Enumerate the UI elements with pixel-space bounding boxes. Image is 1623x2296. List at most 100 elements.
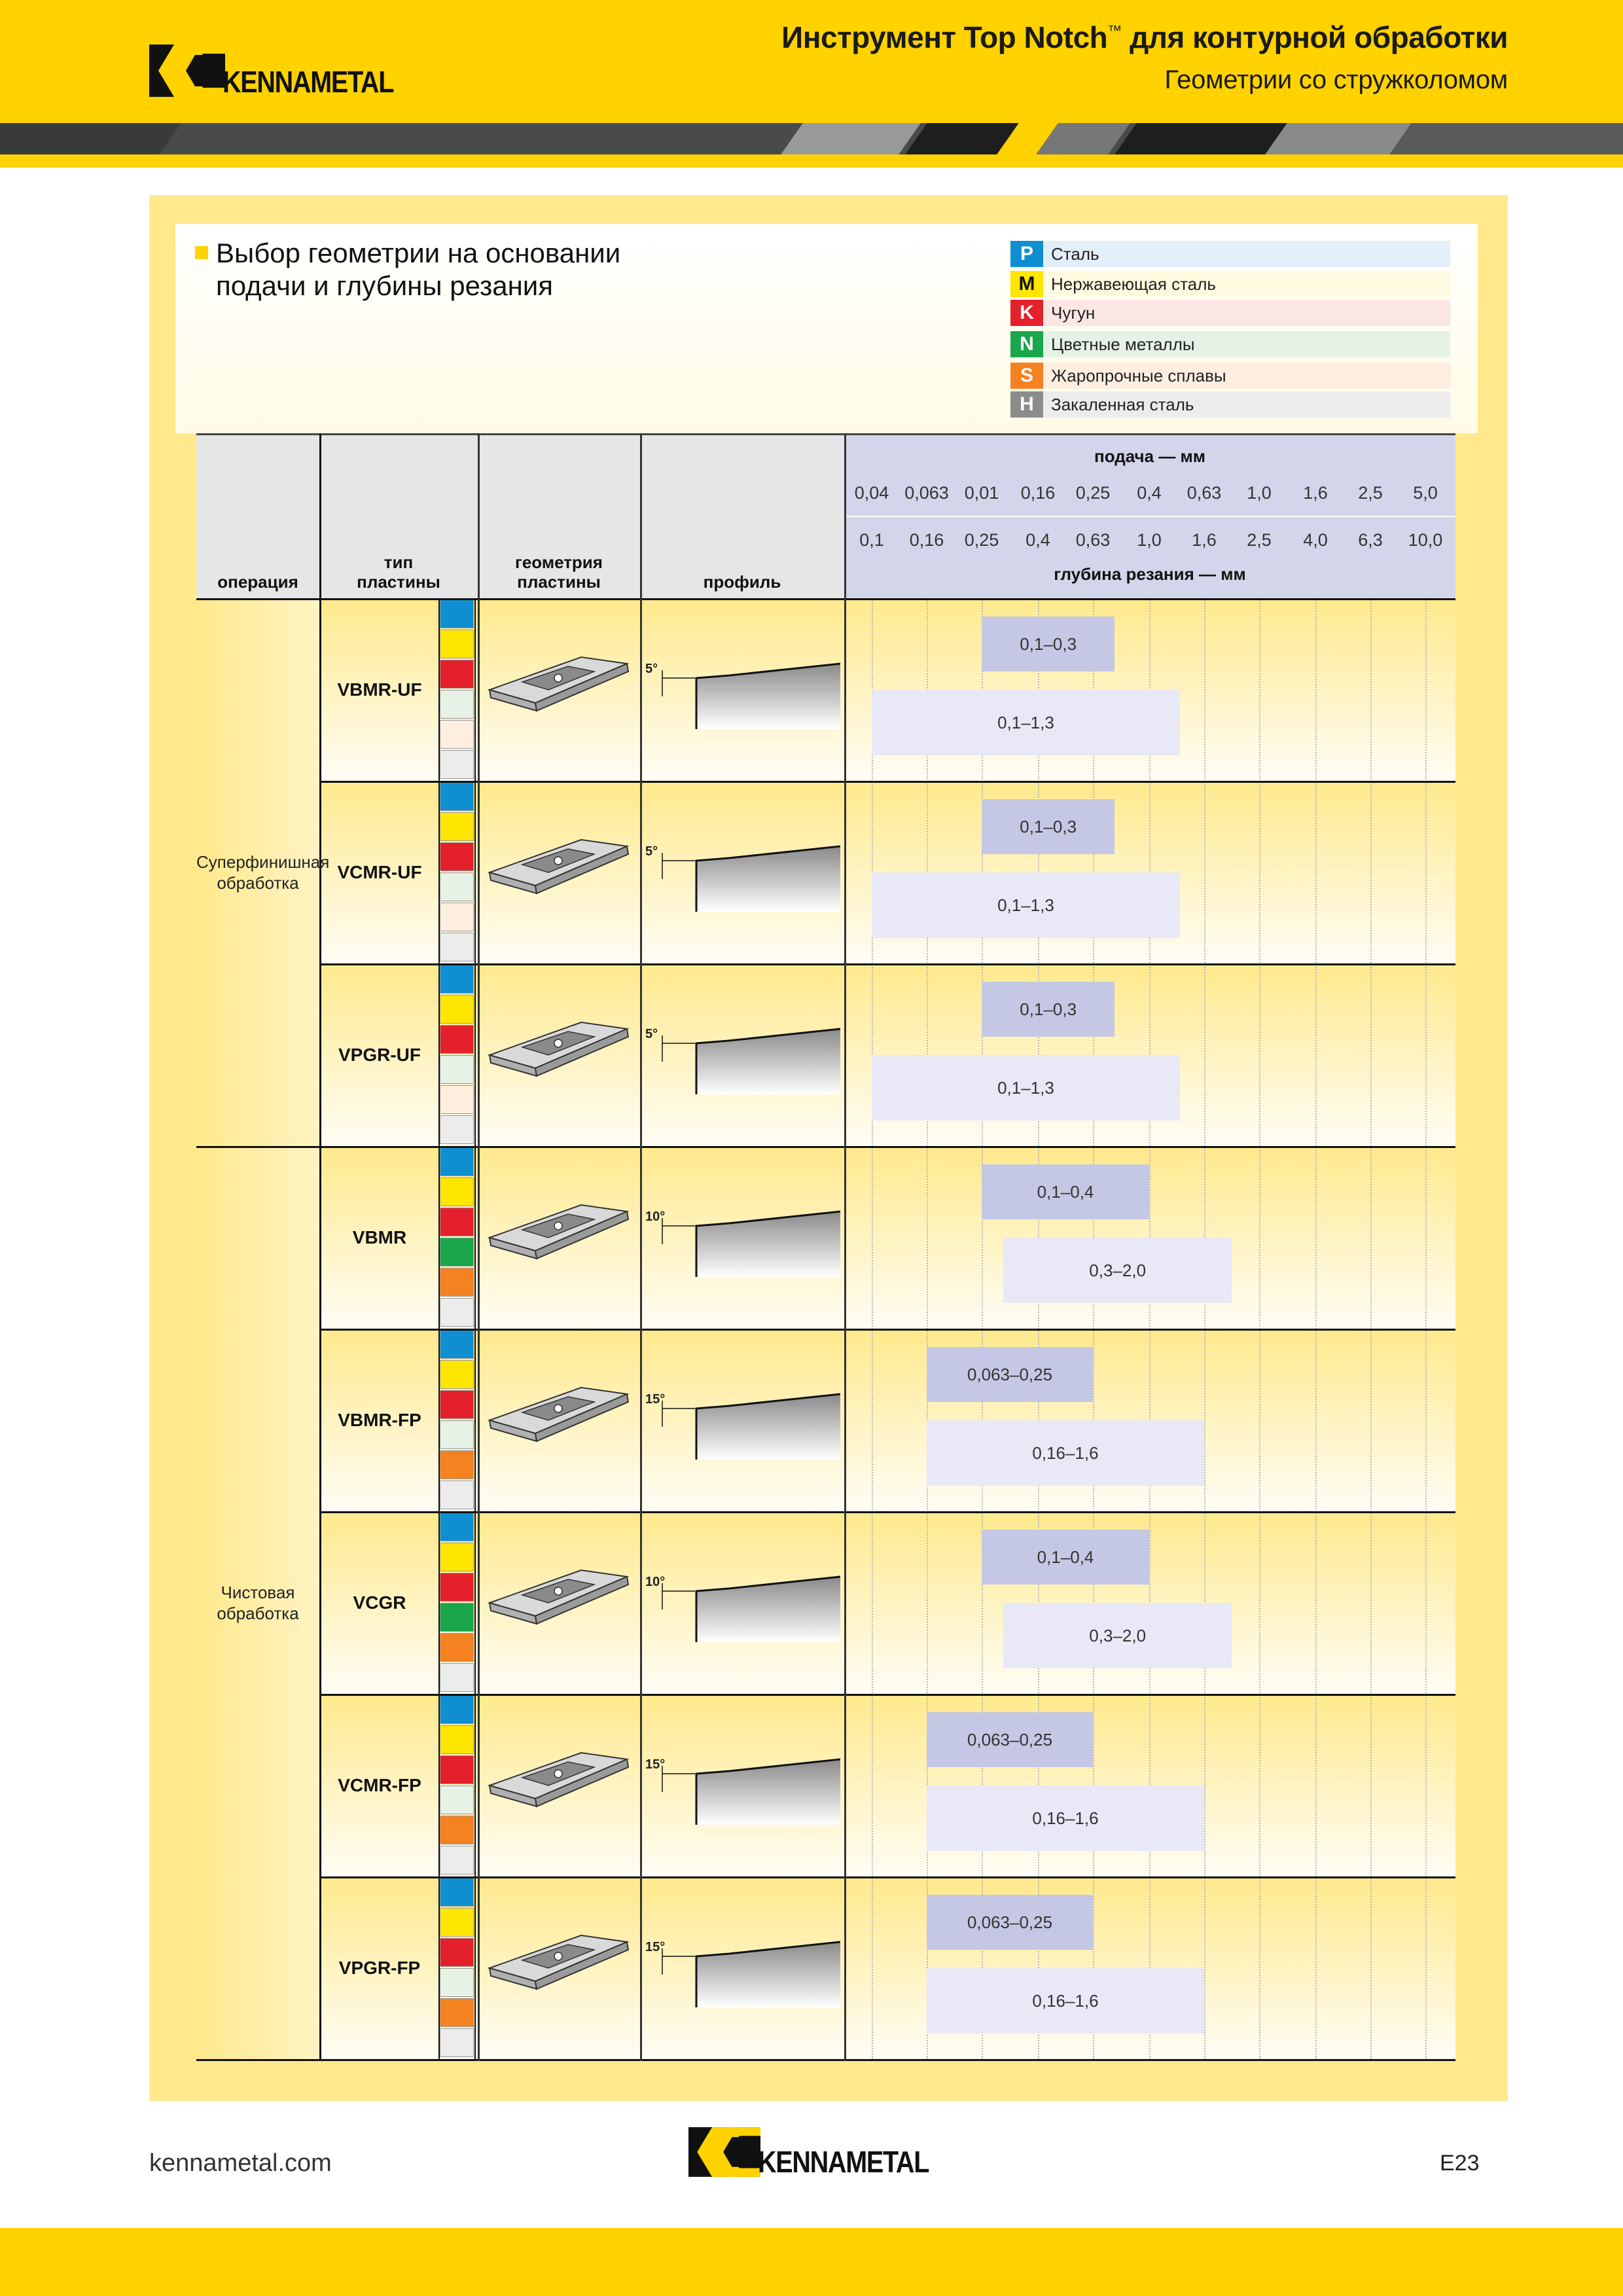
material-chip	[440, 1938, 474, 1967]
material-chip	[440, 1513, 474, 1541]
material-chip	[440, 1330, 474, 1359]
insert-geometry-icon	[487, 838, 630, 895]
depth-range-bar: 0,3–2,0	[1003, 1603, 1232, 1668]
row-divider	[319, 1694, 1455, 1696]
operation-label: Чистовая обработка	[196, 1582, 319, 1624]
material-chip	[440, 1115, 474, 1144]
legend-code: S	[1010, 363, 1043, 389]
profile-angle-label: 15°	[645, 1392, 666, 1407]
material-chip	[440, 1878, 474, 1907]
legend-label: Жаропрочные сплавы	[1043, 363, 1450, 389]
operation-cell	[196, 598, 319, 1146]
material-chip	[440, 1147, 474, 1176]
depth-tick-label: 0,16	[909, 530, 944, 550]
profile-angle-label: 10°	[645, 1210, 666, 1224]
profile-icon	[662, 1393, 840, 1460]
insert-geometry-icon	[487, 1934, 630, 1990]
material-chip	[440, 965, 474, 994]
material-chip	[440, 1846, 474, 1874]
header-logo: KENNAMETAL	[149, 45, 421, 97]
kennametal-k-icon	[688, 2127, 760, 2177]
column-divider	[640, 433, 642, 2061]
row-divider	[319, 781, 1455, 783]
material-chip	[440, 1633, 474, 1662]
legend-row: M Нержавеющая сталь	[1010, 271, 1450, 297]
material-chip	[440, 660, 474, 689]
material-chip	[440, 1785, 474, 1814]
kennametal-k-icon	[149, 45, 225, 97]
material-chip	[440, 1360, 474, 1389]
feed-tick-label: 5,0	[1413, 483, 1438, 503]
depth-tick-label: 6,3	[1358, 530, 1383, 550]
feed-range-bar: 0,1–0,3	[982, 617, 1115, 672]
row-divider	[196, 2059, 1455, 2061]
profile-icon	[662, 662, 840, 729]
column-divider	[319, 433, 321, 2061]
header-depth: глубина резания — мм	[1054, 564, 1246, 584]
depth-tick-label: 0,63	[1075, 530, 1111, 550]
header-band	[0, 0, 1623, 123]
legend-row: H Закаленная сталь	[1010, 391, 1450, 418]
profile-icon	[662, 845, 840, 912]
feed-range-bar: 0,063–0,25	[927, 1347, 1093, 1402]
material-chip	[440, 1208, 474, 1236]
header-operation: операция	[217, 572, 298, 592]
feed-tick-label: 0,04	[854, 483, 889, 503]
depth-range-bar: 0,1–1,3	[872, 1055, 1180, 1121]
header-stripe	[0, 123, 1623, 154]
table-border	[196, 598, 1455, 600]
feed-range-bar: 0,1–0,4	[982, 1530, 1149, 1585]
legend-code: H	[1010, 391, 1043, 418]
material-chip	[440, 1573, 474, 1602]
profile-angle-label: 15°	[645, 1940, 666, 1954]
insert-type-label: VPGR-UF	[338, 1044, 421, 1065]
feed-tick-label: 0,063	[904, 483, 949, 503]
insert-type-label: VCGR	[353, 1592, 406, 1613]
profile-angle-label: 5°	[645, 1027, 658, 1041]
operation-label-line: обработка	[217, 872, 299, 893]
depth-range-bar: 0,1–1,3	[872, 872, 1180, 938]
header-insert-type: тип пластины	[319, 552, 478, 592]
insert-geometry-icon	[487, 1569, 630, 1625]
profile-icon	[662, 1941, 840, 2007]
feed-tick-label: 1,6	[1303, 483, 1328, 503]
page-number: E23	[1440, 2151, 1480, 2176]
feed-tick-label: 0,25	[1075, 483, 1111, 503]
depth-tick-label: 0,4	[1026, 530, 1050, 550]
material-chip	[440, 1908, 474, 1937]
material-chip	[440, 1695, 474, 1724]
header-insert-type-line: пластины	[357, 572, 440, 592]
material-chip	[440, 1998, 474, 2027]
material-chip	[440, 903, 474, 931]
header-geometry: геометрия пластины	[478, 552, 640, 592]
material-chip	[440, 1025, 474, 1054]
legend-code: N	[1010, 331, 1043, 357]
material-chip	[440, 1663, 474, 1692]
material-chip	[440, 1450, 474, 1479]
feed-tick-label: 1,0	[1247, 483, 1272, 503]
footer-logo: KENNAMETAL	[688, 2127, 957, 2177]
row-divider	[319, 1329, 1455, 1331]
page-subtitle: Геометрии со стружколомом	[1164, 65, 1508, 94]
insert-type-label: VBMR-UF	[337, 679, 422, 700]
header-logo-text: KENNAMETAL	[223, 65, 394, 99]
header-cell	[478, 433, 640, 598]
depth-range-bar: 0,16–1,6	[927, 1968, 1204, 2034]
footer-url[interactable]: kennametal.com	[149, 2149, 332, 2177]
material-chip	[440, 842, 474, 871]
header-geometry-line: пластины	[517, 572, 601, 592]
header-geometry-line: геометрия	[515, 552, 603, 572]
footer-band	[0, 2228, 1623, 2296]
footer-logo-text: KENNAMETAL	[758, 2145, 929, 2179]
legend-label: Цветные металлы	[1043, 331, 1450, 357]
legend-label: Закаленная сталь	[1043, 391, 1450, 418]
material-chip	[440, 1177, 474, 1206]
material-chip	[440, 782, 474, 811]
material-chip	[440, 1725, 474, 1754]
header-profile: профиль	[703, 572, 781, 592]
material-chip	[440, 933, 474, 961]
material-chip	[440, 750, 474, 779]
profile-angle-label: 15°	[645, 1757, 666, 1772]
legend-label: Чугун	[1043, 300, 1450, 326]
profile-angle-label: 5°	[645, 844, 658, 859]
